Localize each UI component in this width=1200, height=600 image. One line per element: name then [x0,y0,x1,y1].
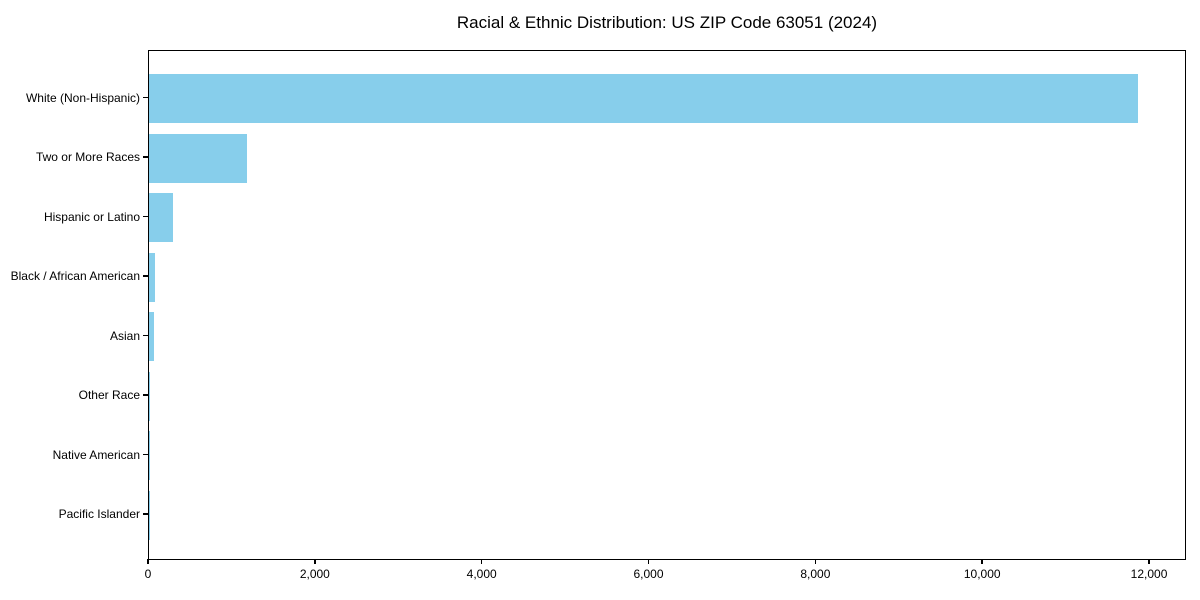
y-tick-label-two-or-more-races: Two or More Races [35,150,140,164]
bar-other-race [149,371,151,421]
y-tick-label-pacific-islander: Pacific Islander [58,507,140,521]
y-tick-label-native-american: Native American [52,447,140,462]
y-tick-label-hispanic-or-latino: Hispanic or Latino [43,209,140,224]
bar-native-american [149,431,150,480]
x-tick-mark [314,559,316,564]
x-tick-mark [480,559,483,564]
y-tick-label-other-race: Other Race [78,388,140,402]
bar-two-or-more-races [149,133,248,183]
y-tick-mark [143,334,148,337]
bar-hispanic-or-latino [149,193,173,242]
bar-white-non-hispanic [149,74,1138,123]
x-tick-label: 0 [144,567,152,581]
x-tick-mark [981,559,983,564]
x-tick-mark [814,559,817,564]
bar-asian [149,312,155,361]
x-tick-label: 10,000 [963,567,1001,581]
chart-title: Racial & Ethnic Distribution: US ZIP Cod… [456,13,878,32]
x-tick-label: 12,000 [1130,567,1168,581]
x-tick-label: 6,000 [633,567,664,581]
y-tick-mark [143,96,148,99]
y-tick-mark [143,156,148,158]
y-tick-mark [143,215,148,218]
y-tick-mark [143,394,148,396]
y-tick-mark [143,513,148,515]
x-tick-mark [147,559,149,564]
x-tick-mark [647,559,650,564]
y-tick-label-black-african-american: Black / African American [10,269,140,283]
bar-black-african-american [149,252,155,302]
y-tick-mark [143,275,148,277]
x-tick-mark [1148,559,1150,564]
y-tick-mark [143,453,148,456]
y-tick-label-white-non-hispanic: White (Non-Hispanic) [25,90,140,105]
x-tick-label: 4,000 [466,567,497,581]
plot-area [148,50,1186,560]
x-tick-label: 2,000 [299,567,330,581]
x-tick-label: 8,000 [800,567,831,581]
y-tick-label-asian: Asian [109,328,140,343]
